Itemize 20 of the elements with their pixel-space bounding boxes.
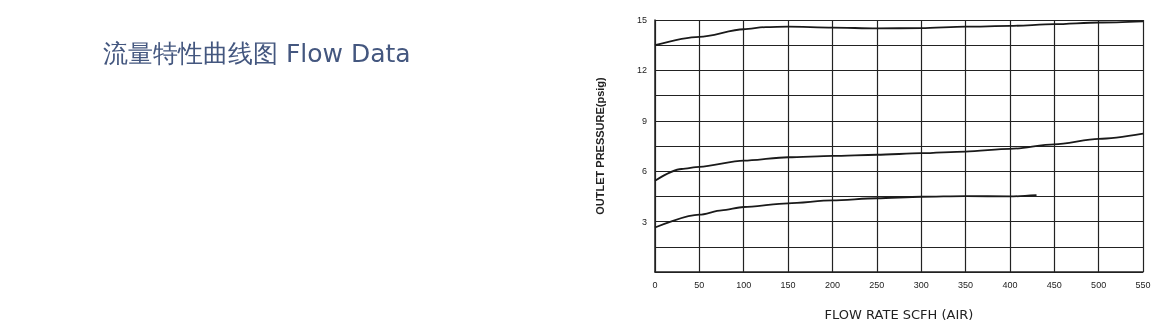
x-axis-title: FLOW RATE SCFH (AIR) <box>824 307 974 322</box>
x-tick-label: 200 <box>824 279 840 290</box>
x-tick-label: 550 <box>1135 279 1151 290</box>
x-tick-label: 0 <box>652 279 658 290</box>
y-tick-label: 3 <box>641 216 647 227</box>
x-tick-label: 500 <box>1091 279 1107 290</box>
x-tick-label: 150 <box>780 279 796 290</box>
x-tick-label: 450 <box>1046 279 1062 290</box>
x-tick-label: 350 <box>958 279 974 290</box>
y-tick-label: 6 <box>641 166 647 177</box>
x-tick-label: 250 <box>869 279 885 290</box>
y-tick-label: 15 <box>636 15 647 25</box>
y-tick-label: 9 <box>641 115 647 126</box>
text: 流量特性曲线图 Flow Data <box>103 39 411 68</box>
x-tick-label: 50 <box>694 279 705 290</box>
y-tick-label: 12 <box>636 65 647 76</box>
x-tick-label: 300 <box>913 279 929 290</box>
y-axis-title: OUTLET PRESSURE(psig) <box>593 76 606 215</box>
x-tick-label: 100 <box>736 279 752 290</box>
x-tick-label: 400 <box>1002 279 1018 290</box>
